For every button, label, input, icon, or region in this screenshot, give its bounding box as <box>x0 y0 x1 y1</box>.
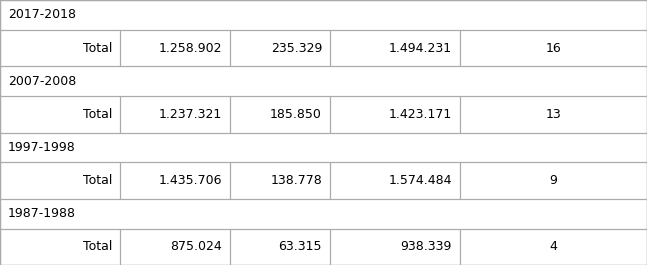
Bar <box>230 162 330 199</box>
Text: 875.024: 875.024 <box>170 240 222 253</box>
Text: Total: Total <box>83 42 112 55</box>
Bar <box>120 162 230 199</box>
Text: 938.339: 938.339 <box>400 240 452 253</box>
Bar <box>330 228 460 265</box>
Text: 16: 16 <box>545 42 562 55</box>
Text: Total: Total <box>83 108 112 121</box>
Text: 1987-1988: 1987-1988 <box>8 207 76 220</box>
Text: Total: Total <box>83 174 112 187</box>
Text: 63.315: 63.315 <box>278 240 322 253</box>
Bar <box>0 96 120 132</box>
Bar <box>0 66 647 96</box>
Bar <box>460 228 647 265</box>
Text: 2017-2018: 2017-2018 <box>8 8 76 21</box>
Text: 1.237.321: 1.237.321 <box>159 108 222 121</box>
Bar <box>120 96 230 132</box>
Bar <box>460 162 647 199</box>
Bar <box>460 30 647 66</box>
Bar <box>330 30 460 66</box>
Bar <box>230 30 330 66</box>
Text: 1997-1998: 1997-1998 <box>8 141 76 154</box>
Bar <box>0 228 120 265</box>
Text: 1.435.706: 1.435.706 <box>159 174 222 187</box>
Text: 4: 4 <box>549 240 558 253</box>
Bar <box>120 228 230 265</box>
Bar <box>0 132 647 162</box>
Bar <box>0 199 647 228</box>
Text: 13: 13 <box>545 108 562 121</box>
Text: 138.778: 138.778 <box>270 174 322 187</box>
Bar <box>0 30 120 66</box>
Bar <box>0 0 647 30</box>
Text: 1.494.231: 1.494.231 <box>389 42 452 55</box>
Text: 235.329: 235.329 <box>270 42 322 55</box>
Bar <box>460 96 647 132</box>
Text: 1.423.171: 1.423.171 <box>389 108 452 121</box>
Text: 1.574.484: 1.574.484 <box>388 174 452 187</box>
Bar <box>0 162 120 199</box>
Bar <box>330 96 460 132</box>
Text: 9: 9 <box>549 174 558 187</box>
Text: Total: Total <box>83 240 112 253</box>
Bar <box>330 162 460 199</box>
Bar <box>230 96 330 132</box>
Bar <box>120 30 230 66</box>
Bar <box>230 228 330 265</box>
Text: 1.258.902: 1.258.902 <box>159 42 222 55</box>
Text: 185.850: 185.850 <box>270 108 322 121</box>
Text: 2007-2008: 2007-2008 <box>8 75 76 88</box>
